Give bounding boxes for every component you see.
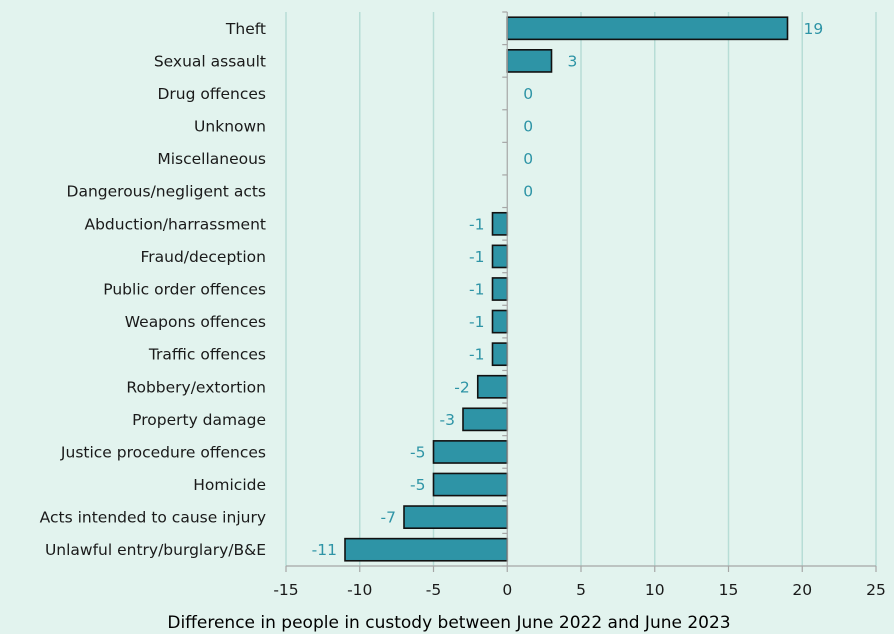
data-label: -1 [469,215,484,233]
x-tick-label: 25 [866,581,886,599]
x-tick-label: 5 [576,581,586,599]
x-tick-labels: -15 -10 -5 0 5 10 15 20 25 [273,581,886,599]
x-tick-label: 15 [719,581,739,599]
category-label: Public order offences [103,281,266,299]
x-tick-label: -5 [426,581,441,599]
category-label: Abduction/harrassment [84,215,266,233]
category-label: Dangerous/negligent acts [67,183,266,201]
category-label: Acts intended to cause injury [40,509,266,527]
bar [432,472,509,497]
bar [491,277,509,301]
x-tick-label: 20 [792,581,812,599]
bar [491,309,509,334]
category-label: Fraud/deception [140,248,266,266]
bar [344,537,509,562]
category-label: Miscellaneous [157,150,266,168]
bar [491,342,509,367]
bar [462,407,509,432]
bar [491,244,509,269]
data-label: 0 [523,150,533,168]
data-label: -7 [381,509,396,527]
category-label: Sexual assault [154,52,266,70]
bar [506,16,789,41]
data-label: -1 [469,248,484,266]
bar [476,374,509,399]
bar [403,505,509,529]
category-label: Justice procedure offences [60,443,266,461]
data-label: -1 [469,281,484,299]
category-label: Traffic offences [148,346,266,364]
category-label: Drug offences [157,85,266,103]
gridlines [285,12,877,566]
x-tick-label: 10 [645,581,665,599]
category-label: Theft [225,20,266,38]
x-tick-label: -15 [273,581,298,599]
data-label: 0 [523,118,533,136]
x-tick-label: -10 [347,581,372,599]
data-label: -11 [312,541,337,559]
category-labels: Theft Sexual assault Drug offences Unknown M… [40,20,266,559]
data-label: -2 [454,378,469,396]
category-label: Homicide [193,476,266,494]
data-label: -1 [469,346,484,364]
data-label: 3 [568,52,578,70]
axes [285,11,877,572]
category-label: Robbery/extortion [126,378,266,396]
category-label: Weapons offences [125,313,266,331]
data-label: 19 [804,20,824,38]
data-label: -5 [410,476,425,494]
data-label: 0 [523,183,533,201]
x-tick-label: 0 [502,581,512,599]
category-label: Unlawful entry/burglary/B&E [45,541,266,559]
data-label: 0 [523,85,533,103]
bar [432,440,509,464]
bar [506,49,553,73]
category-label: Property damage [132,411,266,429]
data-label: -5 [410,443,425,461]
data-label: -3 [440,411,455,429]
x-axis-title: Difference in people in custody between … [167,613,730,633]
data-label: -1 [469,313,484,331]
bar [491,211,509,236]
category-label: Unknown [194,118,266,136]
bars [344,16,789,562]
